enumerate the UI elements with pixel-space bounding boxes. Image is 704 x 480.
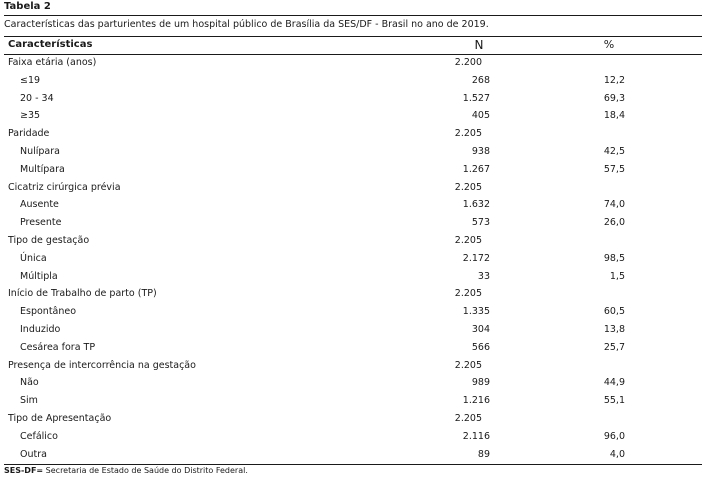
row-label: Início de Trabalho de parto (TP) bbox=[8, 288, 157, 300]
row-percent: 55,1 bbox=[603, 395, 625, 407]
row-label: Cicatriz cirúrgica prévia bbox=[8, 181, 121, 193]
row-percent: 96,0 bbox=[603, 430, 625, 442]
bottom-rule bbox=[4, 464, 702, 465]
row-percent: 1,5 bbox=[609, 270, 625, 282]
row-n: 2.116 bbox=[462, 430, 490, 442]
table-row: Única 2.172 98,5 bbox=[4, 251, 702, 268]
category-row: Cicatriz cirúrgica prévia 2.205 bbox=[4, 180, 702, 197]
row-n: 2.205 bbox=[454, 288, 482, 300]
row-n: 304 bbox=[471, 324, 490, 335]
row-n: 566 bbox=[471, 341, 490, 353]
table-row: Espontâneo 1.335 60,5 bbox=[4, 304, 702, 321]
row-n: 89 bbox=[477, 448, 490, 460]
row-n: 2.205 bbox=[454, 128, 482, 140]
category-row: Tipo de Apresentação 2.205 bbox=[4, 411, 702, 428]
row-label: Sim bbox=[20, 395, 38, 407]
footnote-text: Secretaria de Estado de Saúde do Distrit… bbox=[43, 466, 248, 475]
row-label: Presença de intercorrência na gestação bbox=[8, 359, 196, 371]
row-label: Tipo de Apresentação bbox=[8, 413, 112, 424]
row-label: Nulípara bbox=[20, 146, 60, 157]
row-label: Tipo de gestação bbox=[8, 235, 90, 246]
header-characteristics: Características bbox=[8, 39, 93, 50]
header-top-rule bbox=[4, 36, 702, 37]
table-row: ≤19 268 12,2 bbox=[4, 73, 702, 90]
row-percent: 4,0 bbox=[609, 448, 625, 460]
table-header: Características N % bbox=[4, 38, 702, 54]
row-n: 2.205 bbox=[454, 181, 482, 193]
row-label: Paridade bbox=[8, 128, 50, 140]
row-n: 1.216 bbox=[462, 395, 490, 407]
row-label: Faixa etária (anos) bbox=[8, 57, 97, 68]
row-label: Presente bbox=[20, 217, 62, 229]
table-row: ≥35 405 18,4 bbox=[4, 108, 702, 125]
table-row: Presente 573 26,0 bbox=[4, 215, 702, 232]
header-n: N bbox=[474, 38, 484, 52]
row-percent: 74,0 bbox=[603, 199, 625, 211]
row-percent: 57,5 bbox=[603, 163, 625, 175]
table-row: Outra 89 4,0 bbox=[4, 447, 702, 464]
footnote: SES-DF= Secretaria de Estado de Saúde do… bbox=[4, 466, 248, 475]
row-percent: 69,3 bbox=[603, 92, 625, 104]
table-row: Multípara 1.267 57,5 bbox=[4, 162, 702, 179]
row-n: 1.632 bbox=[462, 199, 490, 211]
row-n: 2.205 bbox=[454, 235, 482, 246]
table-caption: Características das parturientes de um h… bbox=[4, 19, 489, 30]
row-percent: 42,5 bbox=[603, 146, 625, 157]
table-row: Não 989 44,9 bbox=[4, 375, 702, 392]
row-percent: 60,5 bbox=[603, 306, 625, 318]
category-row: Faixa etária (anos) 2.200 bbox=[4, 55, 702, 72]
row-label: ≤19 bbox=[20, 74, 41, 86]
row-n: 1.335 bbox=[462, 306, 490, 318]
table-row: Cefálico 2.116 96,0 bbox=[4, 429, 702, 446]
row-n: 2.200 bbox=[454, 57, 482, 68]
row-n: 1.267 bbox=[462, 163, 490, 175]
footnote-abbreviation: SES-DF= bbox=[4, 466, 44, 475]
category-row: Início de Trabalho de parto (TP) 2.205 bbox=[4, 286, 702, 303]
row-n: 2.172 bbox=[462, 252, 490, 264]
row-n: 2.205 bbox=[454, 359, 482, 371]
row-n: 33 bbox=[477, 270, 490, 282]
row-label: Induzido bbox=[20, 324, 61, 335]
category-row: Presença de intercorrência na gestação 2.… bbox=[4, 358, 702, 375]
table-label: Tabela 2 bbox=[4, 1, 51, 12]
row-label: Outra bbox=[20, 448, 47, 460]
row-n: 989 bbox=[471, 377, 490, 389]
row-label: Não bbox=[20, 377, 39, 389]
table-row: Cesárea fora TP 566 25,7 bbox=[4, 340, 702, 357]
row-label: Cefálico bbox=[20, 430, 58, 442]
row-percent: 98,5 bbox=[603, 252, 625, 264]
top-rule bbox=[4, 15, 702, 16]
row-percent: 26,0 bbox=[603, 217, 625, 229]
row-label: Ausente bbox=[20, 199, 59, 211]
category-row: Paridade 2.205 bbox=[4, 126, 702, 143]
table-row: Induzido 304 13,8 bbox=[4, 322, 702, 339]
row-label: Múltipla bbox=[20, 270, 58, 282]
row-label: Multípara bbox=[20, 163, 65, 175]
row-n: 573 bbox=[471, 217, 490, 229]
row-percent: 13,8 bbox=[603, 324, 625, 335]
row-n: 2.205 bbox=[454, 413, 482, 424]
header-bottom-rule bbox=[4, 54, 702, 55]
row-label: Espontâneo bbox=[20, 306, 77, 318]
category-row: Tipo de gestação 2.205 bbox=[4, 233, 702, 250]
row-n: 405 bbox=[471, 110, 490, 122]
row-label: 20 - 34 bbox=[20, 92, 54, 104]
table-row: Ausente 1.632 74,0 bbox=[4, 197, 702, 214]
table-row: 20 - 34 1.527 69,3 bbox=[4, 91, 702, 108]
table-row: Sim 1.216 55,1 bbox=[4, 393, 702, 410]
row-percent: 44,9 bbox=[603, 377, 625, 389]
row-label: Única bbox=[20, 252, 47, 264]
row-percent: 25,7 bbox=[603, 341, 625, 353]
row-n: 938 bbox=[471, 146, 490, 157]
row-label: Cesárea fora TP bbox=[20, 341, 96, 353]
row-n: 1.527 bbox=[462, 92, 490, 104]
table-row: Nulípara 938 42,5 bbox=[4, 144, 702, 161]
row-label: ≥35 bbox=[20, 110, 41, 122]
row-percent: 12,2 bbox=[603, 74, 625, 86]
row-n: 268 bbox=[471, 74, 490, 86]
table-row: Múltipla 33 1,5 bbox=[4, 269, 702, 286]
header-percent: % bbox=[603, 38, 615, 51]
row-percent: 18,4 bbox=[603, 110, 625, 122]
